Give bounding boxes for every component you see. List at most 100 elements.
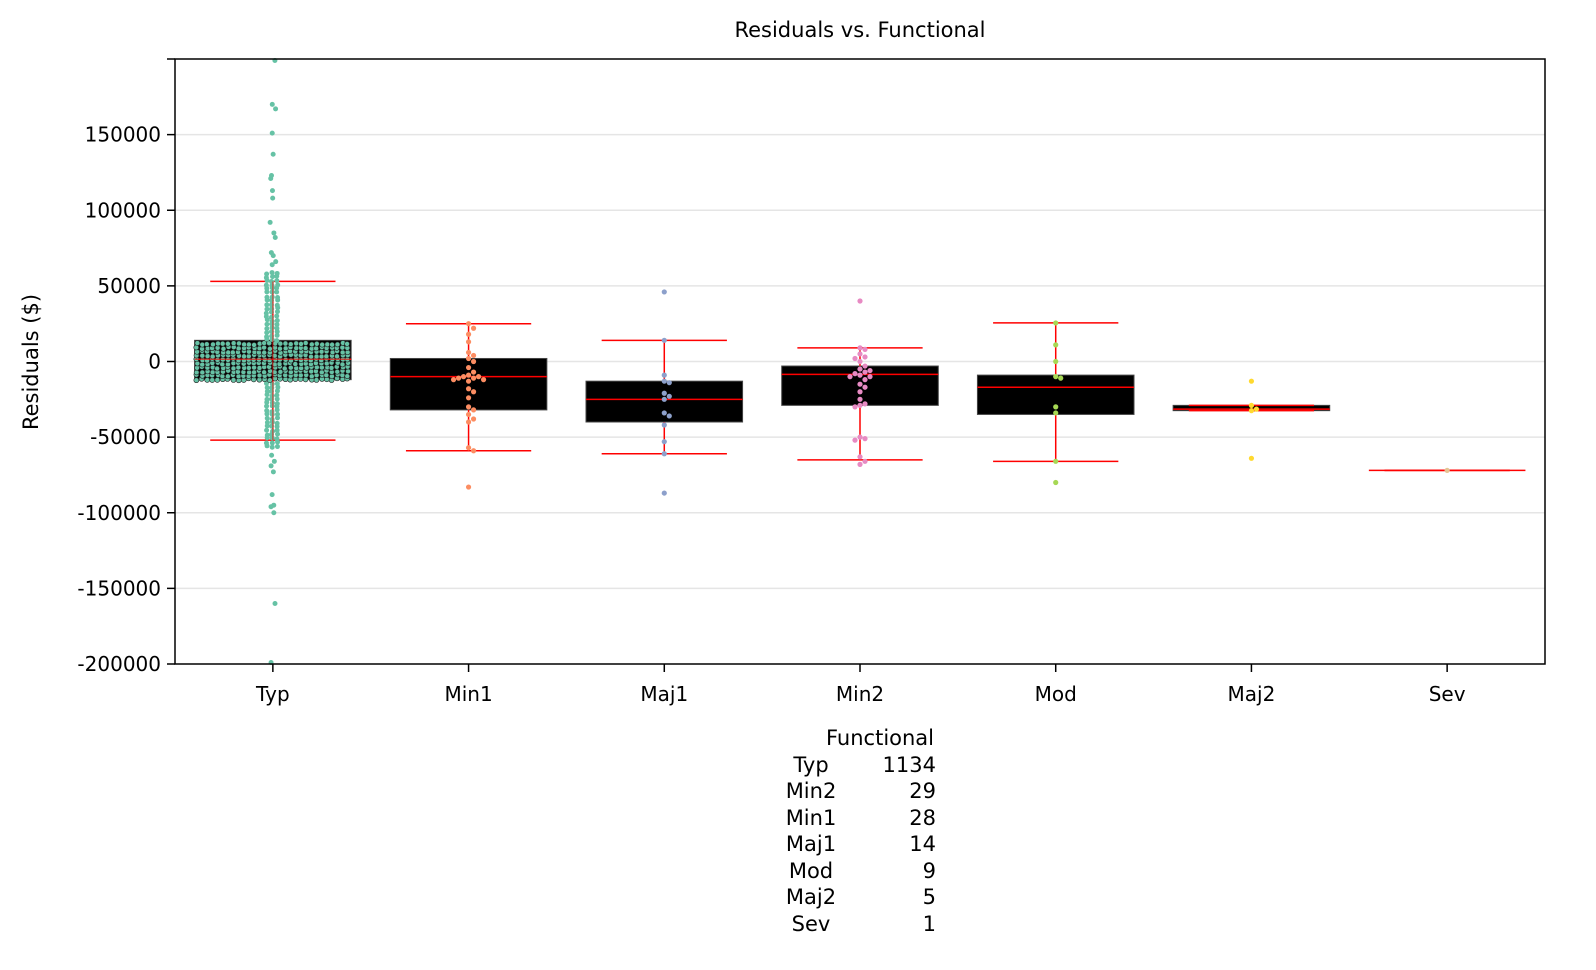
point-Typ (271, 458, 277, 464)
point-Typ (274, 381, 280, 387)
point-Typ (319, 341, 325, 348)
point-Typ (269, 270, 275, 276)
point-Typ (274, 420, 280, 426)
point-Typ (266, 357, 273, 364)
point-Typ (209, 353, 216, 360)
point-Typ (274, 401, 280, 407)
point-Typ (214, 357, 221, 363)
point-Min1 (465, 378, 472, 384)
counts-row: Min1 28 (780, 805, 960, 832)
x-tick-label: Sev (1429, 682, 1466, 706)
point-Typ (204, 353, 211, 359)
point-Maj1 (661, 390, 667, 396)
y-axis-label: Residuals ($) (19, 294, 43, 430)
point-Min1 (465, 395, 472, 401)
point-Maj1 (661, 289, 667, 295)
point-Typ (214, 377, 221, 383)
point-Typ (264, 432, 270, 438)
point-Typ (275, 431, 281, 437)
point-Min1 (470, 389, 477, 395)
point-Typ (199, 369, 206, 376)
point-Typ (269, 444, 275, 450)
point-Min2 (857, 389, 863, 395)
x-tick-label: Min2 (836, 682, 884, 706)
point-Min1 (470, 369, 477, 375)
point-Min2 (852, 371, 858, 377)
point-Typ (339, 349, 346, 356)
point-Min2 (862, 401, 868, 407)
point-Mod (1053, 358, 1059, 365)
counts-value: 1134 (882, 752, 936, 777)
point-Min1 (465, 484, 472, 490)
point-Typ (318, 353, 325, 360)
point-Typ (313, 377, 320, 383)
point-Typ (323, 353, 330, 360)
point-Min2 (857, 381, 863, 387)
point-Maj1 (661, 422, 667, 428)
point-Typ (264, 330, 270, 336)
point-Min2 (852, 355, 858, 362)
point-Min2 (857, 402, 863, 408)
y-tick-label: 0 (148, 350, 161, 374)
counts-category: Sev (791, 911, 831, 936)
point-Typ (269, 452, 275, 458)
point-Typ (274, 278, 280, 284)
point-Typ (269, 440, 275, 446)
point-Mod (1053, 458, 1059, 464)
point-Typ (274, 321, 280, 327)
point-Typ (273, 106, 279, 112)
point-Typ (225, 357, 231, 363)
point-Typ (344, 341, 350, 347)
counts-category: Maj1 (785, 832, 837, 856)
point-Typ (264, 408, 270, 414)
counts-row: Typ 1134 (780, 752, 960, 779)
point-Maj1 (661, 378, 667, 384)
point-Typ (274, 332, 280, 338)
counts-value: 9 (922, 858, 936, 883)
point-Typ (264, 321, 270, 327)
point-Typ (308, 368, 315, 375)
point-Typ (225, 373, 231, 380)
counts-value: 29 (909, 779, 936, 803)
point-Typ (270, 253, 276, 259)
point-Maj2 (1248, 378, 1255, 384)
point-Min1 (450, 377, 457, 383)
point-Sev (1444, 467, 1450, 473)
point-Typ (261, 349, 267, 356)
point-Typ (266, 340, 272, 347)
point-Mod (1053, 410, 1059, 416)
point-Typ (193, 369, 200, 376)
point-Min1 (465, 321, 472, 327)
counts-value: 14 (909, 832, 936, 856)
point-Typ (230, 377, 237, 383)
y-tick-label: -200000 (77, 652, 161, 676)
point-Typ (256, 365, 263, 371)
point-Typ (274, 392, 280, 398)
point-Maj1 (661, 490, 667, 496)
point-Typ (230, 365, 237, 372)
point-Maj1 (661, 410, 667, 416)
point-Min2 (862, 384, 868, 390)
point-Min2 (867, 367, 873, 374)
point-Typ (236, 340, 242, 347)
point-Maj1 (666, 380, 672, 386)
counts-table-header: Functional (825, 726, 935, 750)
point-Typ (344, 373, 351, 380)
point-Typ (298, 341, 304, 347)
point-Typ (269, 409, 275, 415)
point-Typ (264, 396, 270, 402)
point-Typ (274, 317, 280, 323)
point-Typ (274, 338, 280, 344)
point-Typ (235, 345, 242, 352)
point-Typ (339, 344, 346, 351)
point-Typ (219, 361, 226, 368)
point-Typ (264, 385, 270, 391)
point-Typ (277, 345, 283, 352)
point-Typ (263, 282, 269, 288)
point-Min2 (862, 354, 868, 360)
counts-value: 28 (909, 805, 936, 830)
point-Min2 (857, 298, 863, 304)
point-Typ (235, 373, 242, 380)
point-Min1 (475, 374, 482, 380)
point-Maj1 (661, 372, 667, 378)
